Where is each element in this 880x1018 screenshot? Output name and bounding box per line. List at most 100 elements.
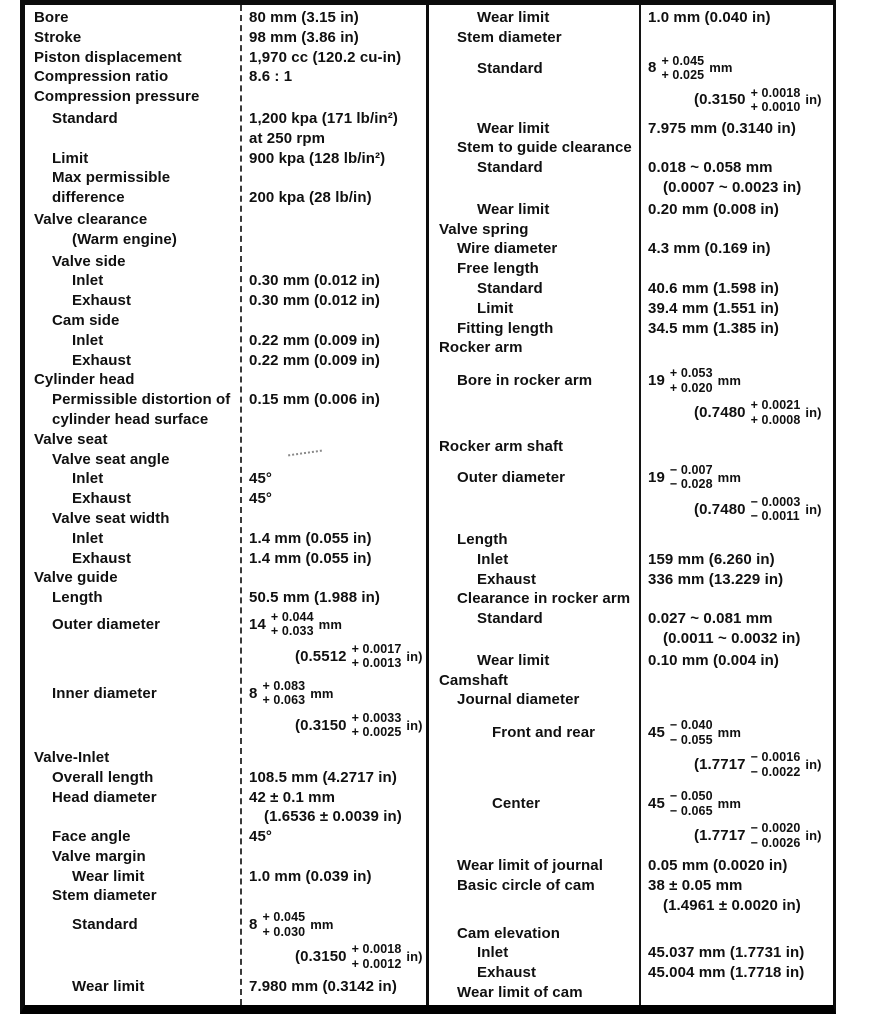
spec-value: 1,200 kpa (171 lb/in²) at 250 rpm [240, 109, 427, 149]
tolerance-block: (1.7717− 0.0016− 0.0022 in) [648, 747, 833, 779]
spec-label: Inlet [477, 944, 509, 962]
tolerance-lower: + 0.0012 [351, 956, 402, 971]
spec-label: Wear limit [477, 651, 550, 669]
spec-value: 0.15 mm (0.006 in) [240, 390, 427, 410]
spec-row: Rocker arm [430, 338, 833, 358]
spec-value-line: 159 mm (6.260 in) [648, 550, 775, 568]
spec-label: Compression ratio [34, 68, 169, 86]
spec-value-line: 40.6 mm (1.598 in) [648, 279, 780, 297]
spec-row: Wear limit of journal 0.05 mm (0.0020 in) [430, 856, 833, 876]
spec-value: 0.05 mm (0.0020 in) [639, 856, 833, 876]
spec-row: Stroke 98 mm (3.86 in) [25, 28, 427, 48]
tolerance-base: (0.3150 [295, 947, 347, 965]
spec-value-line: 7.975 mm (0.3140 in) [648, 119, 796, 137]
spec-row: Free length [430, 259, 833, 279]
tolerance-base: (0.3150 [694, 91, 746, 109]
tolerance-block: 8 + 0.045 + 0.025 mm [648, 54, 833, 83]
spec-label: Exhaust [477, 964, 537, 982]
spec-label: Wear limit [72, 867, 145, 885]
spec-value: 45° [240, 489, 427, 509]
tolerance-block: 45− 0.040− 0.055 mm [648, 718, 833, 747]
spec-value: 900 kpa (128 lb/in²) [240, 149, 427, 169]
spec-value-line: 45.037 mm (1.7731 in) [648, 944, 805, 962]
tolerance-upper: + 0.083 [262, 678, 306, 693]
tolerance-block: 19 + 0.053 + 0.020 mm [648, 366, 833, 395]
spec-value: 4.3 mm (0.169 in) [639, 239, 833, 259]
tolerance-upper: + 0.0033 [351, 710, 402, 725]
tolerance-base: (0.3150 [295, 716, 347, 734]
spec-label: Compression pressure [34, 88, 200, 106]
tolerance-base: 14 [249, 615, 266, 633]
spec-value: 0.30 mm (0.012 in) [240, 291, 427, 311]
spec-value: 45° [240, 469, 427, 489]
spec-label: Permissible distortion of [52, 391, 231, 409]
spec-label: Standard [72, 916, 138, 934]
tolerance-upper: + 0.044 [270, 609, 314, 624]
spec-value-line: 1.4 mm (0.055 in) [249, 529, 372, 547]
tolerance-stack: − 0.040− 0.055 [670, 718, 713, 747]
tolerance-stack: − 0.0020− 0.0026 [751, 821, 801, 850]
spec-label: Rocker arm [439, 339, 523, 357]
tolerance-unit: in) [805, 404, 822, 420]
spec-value-line: 42 ± 0.1 mm [249, 788, 336, 806]
tolerance-upper: − 0.050 [669, 789, 713, 804]
tolerance-upper: + 0.045 [661, 53, 705, 68]
spec-value: 0.027 ~ 0.081 mm (0.0011 ~ 0.0032 in) [639, 609, 833, 649]
tolerance-base: 19 [648, 371, 665, 389]
spec-value-line: 0.05 mm (0.0020 in) [648, 857, 788, 875]
spec-row: Wear limit of cam [430, 983, 833, 1003]
spec-row: Compression ratio 8.6 : 1 [25, 67, 427, 87]
tolerance-value: 45− 0.040− 0.055 mm [648, 718, 741, 747]
spec-label: Exhaust [72, 490, 132, 508]
spec-value: 42 ± 0.1 mm (1.6536 ± 0.0039 in) [240, 788, 427, 828]
tolerance-lower: − 0.055 [669, 732, 713, 747]
spec-label: Exhaust [72, 549, 132, 567]
spec-label: Inlet [72, 529, 104, 547]
tolerance-base: 8 [648, 59, 657, 77]
spec-label: difference [52, 189, 125, 207]
center-column-divider [426, 5, 429, 1005]
spec-value: 0.018 ~ 0.058 mm (0.0007 ~ 0.0023 in) [639, 158, 833, 198]
spec-label: Cam elevation [457, 924, 561, 942]
spec-value: 159 mm (6.260 in) [639, 550, 833, 570]
spec-value-line: 1,200 kpa (171 lb/in²) [249, 109, 398, 127]
spec-value-line: 336 mm (13.229 in) [648, 570, 784, 588]
spec-value-line: 1.0 mm (0.039 in) [249, 867, 372, 885]
tolerance-block: 14 + 0.044 + 0.033 mm [249, 610, 427, 639]
tolerance-value: (1.7717− 0.0016− 0.0022 in) [694, 750, 822, 779]
spec-value-line: 80 mm (3.15 in) [249, 9, 359, 26]
spec-label: Stem to guide clearance [457, 139, 632, 157]
spec-value-line: 7.980 mm (0.3142 in) [249, 978, 397, 996]
spec-label: Inlet [72, 470, 104, 488]
spec-row: Exhaust 1.4 mm (0.055 in) [25, 549, 427, 569]
spec-label: Center [492, 795, 541, 813]
spec-value-line: 0.22 mm (0.009 in) [249, 331, 381, 349]
spec-row: Exhaust 0.22 mm (0.009 in) [25, 351, 427, 371]
spec-label: Exhaust [477, 570, 537, 588]
spec-value: 7.980 mm (0.3142 in) [240, 977, 427, 997]
tolerance-value: (0.7480− 0.0003− 0.0011 in) [694, 495, 822, 524]
spec-value: 1.0 mm (0.040 in) [639, 8, 833, 28]
spec-label: Clearance in rocker arm [457, 590, 631, 608]
spec-value: 34.5 mm (1.385 in) [639, 319, 833, 339]
spec-label: Standard [477, 610, 543, 628]
spec-table-right-half: Wear limit 1.0 mm (0.040 in) Stem diameter… [430, 5, 833, 1005]
tolerance-upper: + 0.045 [262, 910, 306, 925]
spec-value-line: 0.30 mm (0.012 in) [249, 272, 381, 290]
tolerance-upper: + 0.0018 [750, 85, 801, 100]
spec-value: 45− 0.050− 0.065 mm (1.7717− 0.0020− 0.002… [639, 789, 833, 850]
spec-label: Standard [52, 109, 118, 127]
spec-value: 8 + 0.045 + 0.030 mm (0.3150 + 0.0018 + 0.0012… [240, 910, 427, 971]
spec-row: Permissible distortion of 0.15 mm (0.006 … [25, 390, 427, 410]
spec-row: Standard 8 + 0.045 + 0.030 mm (0.3150 + 0.0018… [25, 910, 427, 971]
spec-label: Piston displacement [34, 48, 182, 66]
spec-label: Head diameter [52, 788, 157, 806]
tolerance-upper: − 0.0020 [750, 821, 801, 836]
tolerance-unit: in) [805, 756, 822, 772]
spec-row: Face angle 45° [25, 827, 427, 847]
spec-label: Camshaft [439, 671, 509, 689]
spec-label: Inlet [477, 550, 509, 568]
spec-row: Inlet 1.4 mm (0.055 in) [25, 529, 427, 549]
spec-value: 8 + 0.083 + 0.063 mm (0.3150 + 0.0033 + 0.0025… [240, 679, 427, 740]
tolerance-unit: in) [805, 827, 822, 843]
